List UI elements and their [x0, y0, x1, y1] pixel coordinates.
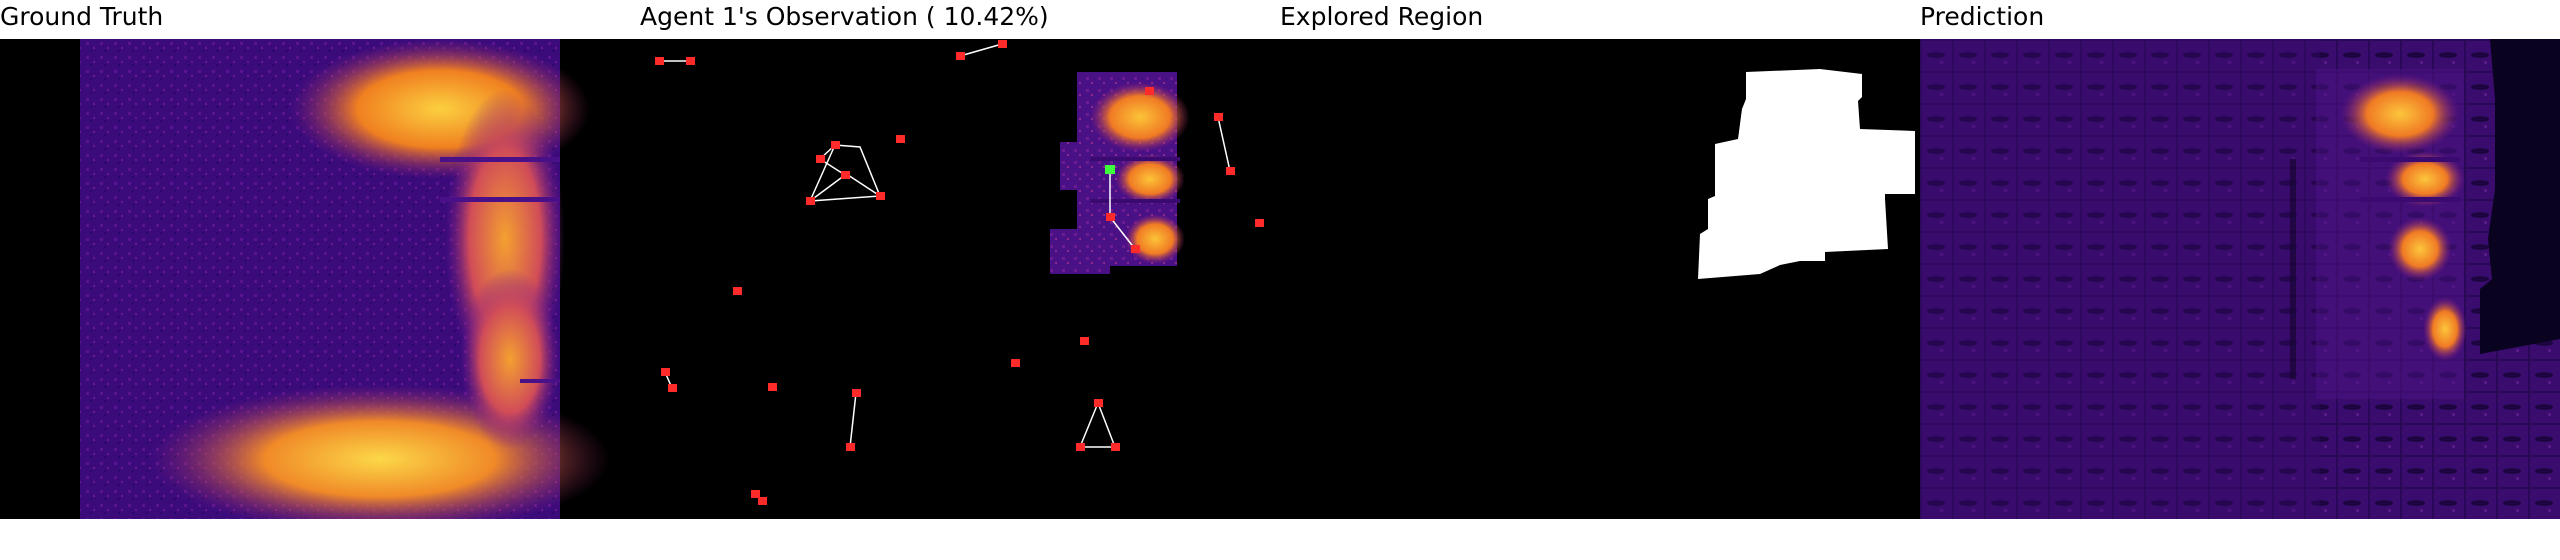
agent-marker — [1145, 87, 1154, 95]
agent-marker — [1255, 219, 1264, 227]
agent-marker — [876, 192, 885, 200]
agent-marker — [1111, 443, 1120, 451]
agent-marker — [1076, 443, 1085, 451]
agent-marker — [655, 57, 664, 65]
agent-marker — [956, 52, 965, 60]
agent-marker — [1011, 359, 1020, 367]
agent-marker — [1106, 213, 1115, 221]
observation-panel — [640, 39, 1280, 519]
ground-truth-heatmap — [0, 39, 640, 519]
agent-marker — [998, 40, 1007, 48]
active-agent-marker — [1105, 165, 1115, 174]
agent-marker — [841, 171, 850, 179]
agent-marker — [661, 368, 670, 376]
prediction-title: Prediction — [1920, 2, 2045, 31]
agent-marker — [1080, 337, 1089, 345]
explored-area — [1698, 69, 1915, 279]
ground-truth-panel — [0, 39, 640, 519]
prediction-panel — [1920, 39, 2560, 519]
agent-marker — [816, 155, 825, 163]
agent-marker — [1214, 113, 1223, 121]
agent-marker — [806, 197, 815, 205]
agent-marker — [1131, 245, 1140, 253]
agent-marker — [846, 443, 855, 451]
agent-marker — [831, 141, 840, 149]
agent-marker — [768, 383, 777, 391]
unobserved-dark-region — [2480, 39, 2560, 354]
agent-marker — [758, 497, 767, 505]
observation-map — [640, 39, 1280, 519]
prediction-heatmap — [1920, 39, 2560, 519]
explored-region-title: Explored Region — [1280, 2, 1484, 31]
agent-marker — [852, 389, 861, 397]
explored-region-map — [1280, 39, 1920, 519]
agent-marker — [896, 135, 905, 143]
observation-title: Agent 1's Observation ( 10.42%) — [640, 2, 1049, 31]
explored-region-panel — [1280, 39, 1920, 519]
agent-marker — [1094, 399, 1103, 407]
agent-marker — [1226, 167, 1235, 175]
agent-marker — [733, 287, 742, 295]
agent-markers — [655, 40, 1264, 505]
agent-marker — [751, 490, 760, 498]
agent-marker — [686, 57, 695, 65]
agent-marker — [668, 384, 677, 392]
ground-truth-title: Ground Truth — [0, 2, 164, 31]
